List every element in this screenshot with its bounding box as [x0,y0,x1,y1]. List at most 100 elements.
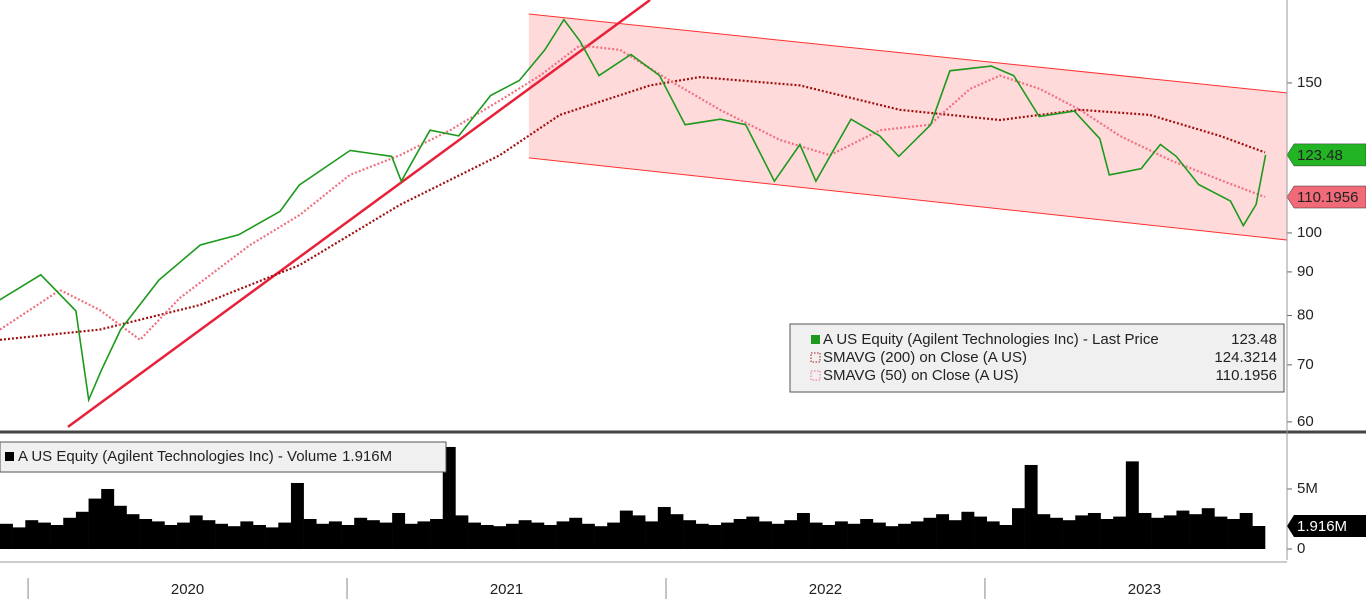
volume-bar [936,514,950,549]
volume-bar [404,523,418,549]
legend-value: 123.48 [1231,331,1277,348]
legend-swatch [810,370,821,381]
volume-bar [619,510,633,549]
price-pane [0,0,1287,428]
volume-bar [556,521,570,549]
legend-box [0,441,447,473]
volume-bar [1163,515,1177,549]
volume-bar [746,516,760,549]
last-value-label: 1.916M [1297,518,1347,535]
volume-bar [455,515,469,549]
volume-bar [151,521,165,549]
x-tick-label: 2020 [171,581,204,598]
y-tick-label: 5M [1297,480,1318,497]
volume-bar [708,524,722,549]
legend-label: A US Equity (Agilent Technologies Inc) -… [823,331,1159,348]
volume-bar [581,523,595,549]
volume-bar [189,515,203,549]
volume-bar [366,520,380,549]
volume-bar [1214,516,1228,549]
volume-bar [518,520,532,549]
volume-bar [139,518,153,549]
legend-label: A US Equity (Agilent Technologies Inc) -… [18,448,337,465]
volume-bar [759,521,772,549]
volume-bar [961,511,975,549]
volume-bar [733,518,747,549]
x-tick-label: 2021 [490,581,523,598]
y-tick-label: 0 [1297,540,1305,557]
volume-bar [50,524,64,549]
volume-bar [88,498,102,549]
volume-bar [493,526,507,549]
volume-bar [227,526,241,549]
volume-bar [1252,525,1266,549]
x-tick-label: 2022 [809,581,842,598]
volume-bar [670,514,684,549]
volume-bar [392,512,406,549]
volume-bar [569,517,583,549]
volume-bar [1201,508,1215,549]
volume-bar [784,520,798,549]
x-tick-label: 2023 [1128,581,1161,598]
volume-bar [290,482,304,549]
volume-bar [430,518,444,549]
volume-bar [999,524,1013,549]
channel-fill [528,14,1287,241]
volume-bar [948,520,962,549]
legend-swatch [811,335,820,344]
legend-swatch [5,452,14,461]
volume-bar [215,523,228,549]
volume-bar [303,518,317,549]
y-tick-label: 150 [1297,74,1322,91]
volume-bar [202,520,216,549]
volume-bar [974,516,987,549]
volume-bar [1037,514,1051,549]
volume-bar [341,524,355,549]
volume-bar [253,524,266,549]
volume-bar [417,521,431,549]
legend-box [789,323,1285,393]
channel-line [528,13,1287,94]
y-tick-label: 60 [1297,413,1314,430]
volume-bar [1012,508,1025,549]
y-tick-label: 90 [1297,263,1314,280]
volume-bar [594,526,608,549]
volume-bar [847,523,861,549]
volume-bar [1100,518,1114,549]
volume-bar [265,527,279,549]
volume-bar [0,523,13,549]
volume-bar [101,488,115,549]
volume-bar [1189,514,1203,549]
volume-bar [25,520,39,549]
volume-bar [1227,518,1240,549]
last-value-label: 123.48 [1297,147,1343,164]
volume-bar [278,522,292,549]
volume-bar [1239,512,1253,549]
trendline [67,0,651,428]
legend-label: SMAVG (50) on Close (A US) [823,367,1019,384]
volume-bar [607,522,621,549]
volume-bar [75,511,89,549]
volume-bar [721,522,734,549]
volume-bar [885,526,899,549]
volume-bar [177,522,191,549]
volume-bar [1049,517,1063,549]
volume-bar [809,522,823,549]
last-value-box [1286,185,1366,209]
volume-bar [834,521,848,549]
volume-bar [480,524,494,549]
volume-bar [12,527,26,549]
volume-bar [113,505,127,549]
price-line [0,18,1267,403]
volume-bar [1125,461,1139,549]
volume-bar [860,518,874,549]
sma-line [0,75,1266,341]
y-tick-label: 70 [1297,356,1314,373]
volume-bar [796,512,810,549]
volume-bar [1075,515,1089,549]
volume-bar [822,524,836,549]
volume-bar [531,522,545,549]
legend-value: 124.3214 [1214,349,1277,366]
volume-bar [1176,510,1190,549]
